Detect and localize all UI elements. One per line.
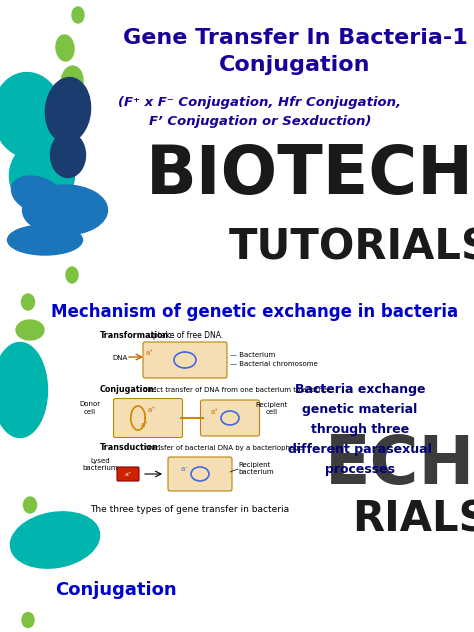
Text: Transduction:: Transduction: (100, 444, 162, 453)
FancyBboxPatch shape (201, 400, 259, 436)
Text: a⁺: a⁺ (125, 471, 132, 477)
Ellipse shape (72, 7, 84, 23)
Text: a⁺: a⁺ (148, 407, 156, 413)
Ellipse shape (9, 140, 74, 210)
Text: Conjugation:: Conjugation: (100, 386, 158, 394)
Ellipse shape (22, 612, 34, 628)
Text: Recipient
bacterium: Recipient bacterium (238, 461, 273, 475)
FancyBboxPatch shape (168, 457, 232, 491)
Ellipse shape (66, 267, 78, 283)
Ellipse shape (21, 294, 35, 310)
FancyBboxPatch shape (117, 467, 139, 481)
Text: Mechanism of genetic exchange in bacteria: Mechanism of genetic exchange in bacteri… (52, 303, 458, 321)
Text: RIALS: RIALS (352, 499, 474, 541)
Ellipse shape (56, 35, 74, 61)
FancyBboxPatch shape (143, 342, 227, 378)
Text: (F⁺ x F⁻ Conjugation, Hfr Conjugation,
F’ Conjugation or Sexduction): (F⁺ x F⁻ Conjugation, Hfr Conjugation, F… (118, 96, 401, 128)
Text: Donor
cell: Donor cell (80, 401, 100, 415)
Text: Conjugation: Conjugation (219, 55, 371, 75)
Text: BIOTECH: BIOTECH (146, 142, 474, 208)
Ellipse shape (24, 497, 36, 513)
Ellipse shape (22, 185, 108, 235)
Text: transfer of bacterial DNA by a bacteriophage.: transfer of bacterial DNA by a bacteriop… (146, 445, 305, 451)
FancyBboxPatch shape (113, 399, 182, 437)
Text: direct transfer of DNA from one bacterium to another.: direct transfer of DNA from one bacteriu… (143, 387, 331, 393)
Text: a⁺: a⁺ (211, 409, 219, 415)
Ellipse shape (10, 512, 100, 568)
Text: a⁺: a⁺ (141, 422, 149, 428)
Ellipse shape (8, 225, 82, 255)
Ellipse shape (0, 343, 47, 437)
Text: a⁻: a⁻ (181, 466, 189, 472)
Text: Transformation:: Transformation: (100, 331, 173, 339)
Text: — Bacterial chromosome: — Bacterial chromosome (230, 361, 318, 367)
Text: Lysed
bacterium: Lysed bacterium (82, 458, 118, 471)
Text: Gene Transfer In Bacteria-1: Gene Transfer In Bacteria-1 (123, 28, 467, 48)
Ellipse shape (16, 320, 44, 340)
Text: The three types of gene transfer in bacteria: The three types of gene transfer in bact… (91, 506, 290, 514)
Ellipse shape (61, 66, 83, 98)
Text: TUTORIALS: TUTORIALS (228, 227, 474, 269)
Text: Bacteria exchange
genetic material
through three
different parasexual
processes: Bacteria exchange genetic material throu… (288, 384, 432, 477)
Text: DNA: DNA (112, 355, 127, 361)
Text: a⁺: a⁺ (146, 350, 154, 356)
Ellipse shape (51, 133, 85, 178)
Ellipse shape (11, 176, 64, 214)
Text: — Bacterium: — Bacterium (230, 352, 275, 358)
Ellipse shape (46, 78, 91, 142)
Ellipse shape (0, 73, 63, 157)
Text: uptake of free DNA.: uptake of free DNA. (148, 331, 223, 339)
Text: Conjugation: Conjugation (55, 581, 177, 599)
Text: ECH: ECH (325, 432, 474, 498)
Text: Recipient
cell: Recipient cell (256, 401, 288, 415)
